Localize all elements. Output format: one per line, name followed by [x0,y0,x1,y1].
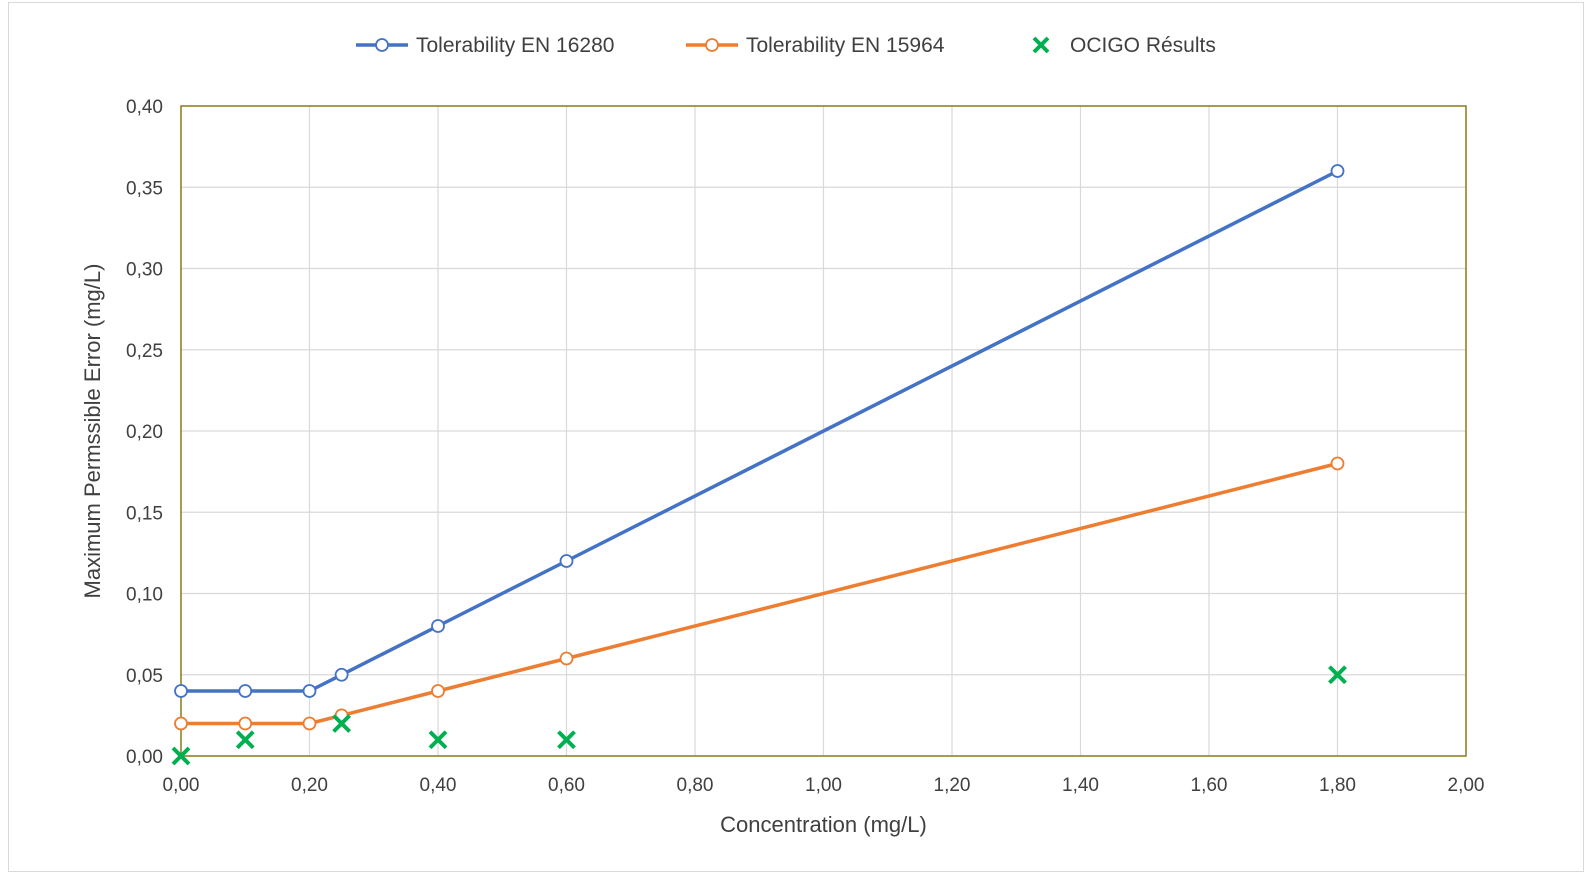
x-tick-labels: 0,00 0,20 0,40 0,60 0,80 1,00 1,20 1,40 1,60 1,80… [163,775,1485,796]
data-point [235,730,255,750]
data-point [431,684,445,698]
y-tick-label: 0,00 [126,747,163,768]
y-tick-labels: 0,00 0,05 0,10 0,15 0,20 0,25 0,30 0,35 0,40 [126,97,163,768]
data-point [1330,456,1345,471]
y-tick-label: 0,20 [126,422,163,443]
y-tick-label: 0,40 [126,97,163,118]
legend-item: Tolerability EN 16280 [356,34,614,57]
x-tick-label: 2,00 [1448,775,1485,796]
data-point [334,667,349,682]
y-tick-label: 0,30 [126,260,163,281]
x-tick-label: 0,20 [291,775,328,796]
y-axis-title: Maximum Permssible Error (mg/L) [80,264,105,599]
legend-label: OCIGO Résults [1070,34,1216,57]
x-marker-stroke [428,730,448,750]
x-marker-stroke [557,730,576,750]
data-point [238,716,253,731]
legend-marker [375,38,389,52]
x-tick-label: 1,60 [1191,775,1228,796]
data-point [1328,665,1347,685]
data-point [238,684,253,698]
data-point [1330,164,1345,178]
legend-marker [1032,36,1050,54]
x-axis-title: Concentration (mg/L) [720,812,927,837]
data-point [332,714,352,733]
legend-marker [705,38,719,52]
legend-item: Tolerability EN 15964 [686,34,945,57]
data-point [428,730,448,750]
data-point [174,716,188,731]
y-tick-label: 0,10 [126,585,163,606]
series-2 [171,665,1347,766]
data-point [559,651,574,666]
x-tick-label: 1,40 [1062,775,1099,796]
data-point [557,730,576,750]
data-point [174,684,188,698]
x-tick-label: 0,40 [420,775,457,796]
x-marker-stroke [171,746,191,766]
data-point [559,554,574,568]
y-tick-label: 0,05 [126,666,163,687]
legend-label: Tolerability EN 15964 [746,34,945,57]
x-tick-label: 0,00 [163,775,200,796]
data-point [302,716,317,731]
chart-frame [8,2,1584,872]
y-tick-label: 0,15 [126,503,163,524]
legend: Tolerability EN 16280 Tolerability EN 159… [356,34,1216,57]
x-marker-stroke [1328,665,1347,685]
data-point [431,619,445,633]
series-layer [171,164,1347,766]
x-marker-stroke [235,730,255,750]
legend-label: Tolerability EN 16280 [416,34,614,57]
x-tick-label: 1,00 [805,775,842,796]
x-marker-stroke [1032,36,1050,54]
series-0 [174,164,1345,698]
data-point [171,746,191,766]
x-tick-label: 0,60 [548,775,585,796]
plot-area-border [180,105,1467,757]
x-tick-label: 1,80 [1319,775,1356,796]
legend-item: OCIGO Résults [1032,34,1216,57]
x-tick-label: 0,80 [677,775,714,796]
x-marker-stroke [332,714,352,733]
x-tick-label: 1,20 [934,775,971,796]
series-1 [174,456,1345,731]
y-tick-label: 0,25 [126,341,163,362]
y-tick-label: 0,35 [126,178,163,199]
data-point [302,684,317,698]
